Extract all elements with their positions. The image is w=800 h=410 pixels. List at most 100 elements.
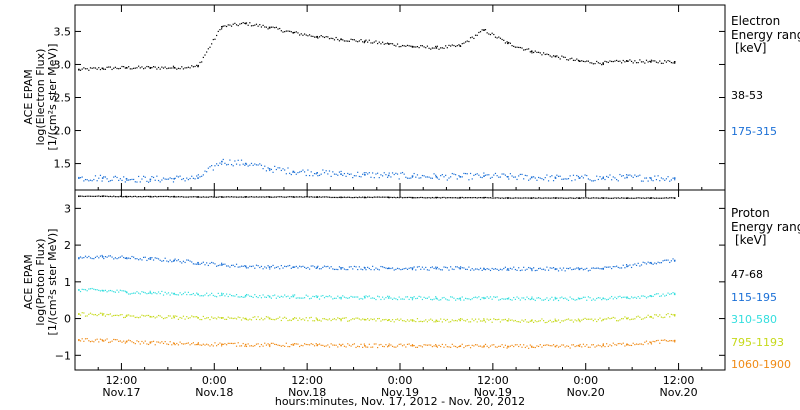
proton-point — [270, 342, 272, 344]
proton-point — [474, 344, 477, 346]
electron-point — [669, 60, 671, 62]
proton-point — [317, 343, 319, 346]
proton-point — [96, 338, 98, 340]
proton-point — [557, 197, 560, 199]
proton-point — [86, 195, 88, 197]
proton-point — [138, 196, 140, 198]
electron-point — [536, 179, 538, 181]
proton-point — [381, 266, 384, 268]
proton-point — [650, 343, 653, 345]
electron-point — [609, 60, 611, 62]
proton-point — [652, 340, 654, 343]
proton-point — [456, 298, 458, 300]
proton-point — [343, 296, 346, 298]
proton-point — [101, 339, 104, 342]
electron-point — [348, 173, 351, 176]
electron-point — [541, 178, 543, 180]
proton-point — [599, 197, 601, 199]
proton-point — [516, 269, 518, 271]
proton-point — [318, 319, 321, 321]
proton-point — [169, 196, 171, 198]
proton-point — [295, 297, 297, 299]
electron-point — [335, 173, 337, 175]
proton-point — [89, 257, 92, 259]
proton-point — [566, 197, 568, 199]
proton-point — [181, 262, 183, 264]
proton-point — [138, 341, 140, 343]
proton-point — [564, 270, 566, 272]
proton-point — [197, 263, 199, 265]
proton-point — [471, 197, 473, 199]
proton-point — [635, 297, 638, 299]
electron-point — [101, 67, 103, 69]
proton-point — [538, 345, 540, 348]
electron-point — [619, 173, 621, 176]
proton-point — [435, 267, 438, 270]
electron-point — [308, 174, 311, 177]
proton-point — [237, 196, 239, 198]
proton-point — [657, 293, 659, 295]
proton-point — [572, 268, 575, 270]
proton-point — [99, 290, 102, 292]
proton-point — [519, 321, 521, 323]
electron-point — [617, 180, 619, 182]
proton-point — [106, 256, 108, 258]
electron-point — [478, 174, 480, 176]
electron-point — [237, 159, 239, 161]
proton-point — [302, 297, 304, 299]
proton-point — [393, 297, 395, 299]
proton-point — [468, 197, 470, 199]
proton-point — [426, 297, 429, 299]
proton-point — [244, 343, 247, 346]
proton-point — [101, 314, 104, 316]
proton-point — [221, 317, 223, 319]
electron-point — [224, 162, 226, 164]
proton-point — [176, 315, 178, 317]
proton-point — [194, 316, 196, 318]
proton-point — [616, 297, 618, 300]
electron-point — [317, 175, 319, 177]
proton-point — [164, 291, 166, 293]
proton-point — [134, 195, 136, 197]
proton-point — [425, 297, 427, 299]
proton-point — [534, 269, 536, 272]
electron-point — [352, 39, 354, 41]
electron-point — [622, 59, 624, 62]
proton-point — [513, 320, 515, 322]
proton-point — [531, 269, 533, 272]
proton-point — [645, 263, 648, 265]
proton-point — [494, 346, 497, 348]
electron-ylabel-line-2: log(Electron Flux) — [34, 49, 47, 146]
proton-point — [199, 344, 201, 346]
electron-point — [579, 60, 581, 62]
proton-point — [186, 196, 188, 198]
electron-point — [561, 178, 563, 180]
proton-point — [634, 296, 636, 298]
electron-point — [330, 175, 332, 178]
electron-point — [149, 180, 151, 182]
proton-point — [305, 294, 307, 296]
proton-point — [489, 269, 492, 272]
proton-point — [277, 344, 279, 346]
electron-point — [670, 179, 672, 181]
proton-point — [358, 196, 360, 198]
proton-point — [420, 196, 422, 199]
proton-point — [147, 292, 150, 294]
proton-point — [141, 291, 143, 293]
electron-point — [372, 172, 374, 174]
proton-point — [113, 338, 115, 341]
proton-point — [650, 294, 652, 297]
proton-point — [252, 345, 254, 347]
proton-point — [247, 294, 249, 296]
electron-point — [194, 178, 196, 180]
proton-point — [119, 289, 121, 291]
proton-point — [383, 319, 385, 321]
proton-point — [464, 345, 467, 347]
proton-point — [438, 344, 440, 346]
proton-point — [316, 266, 319, 269]
proton-point — [141, 259, 143, 261]
proton-point — [302, 196, 304, 198]
proton-point — [529, 267, 531, 269]
proton-point — [104, 315, 107, 317]
proton-point — [157, 314, 160, 317]
